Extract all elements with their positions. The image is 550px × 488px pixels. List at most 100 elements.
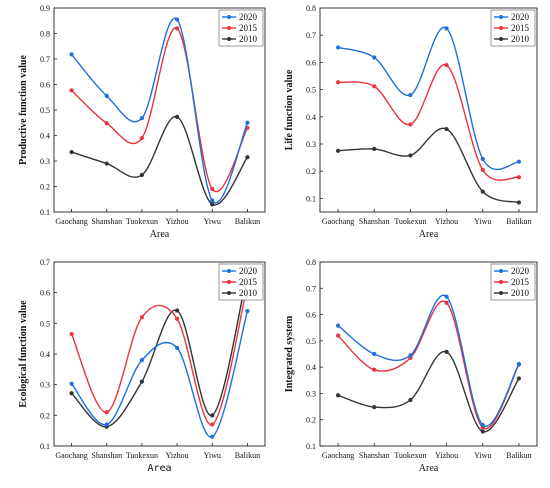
legend-marker-2020 [227,269,231,273]
data-point-2010-Tuokexun [408,397,413,403]
data-point-2010-Yizhou [174,308,180,313]
y-axis-title: Ecological function value [18,300,29,408]
data-point-2020-Yizhou [174,17,180,22]
data-point-2020-Shanshan [372,351,377,357]
x-axis-title: Area [150,229,170,240]
data-point-2015-Yizhou [444,63,449,68]
data-point-2010-Tuokexun [408,153,413,158]
series-line-2020 [71,310,249,438]
legend-label: 2010 [511,34,530,44]
y-tick-label: 0.5 [40,106,50,115]
data-point-2020-Yizhou [174,345,180,350]
data-point-2010-Yiwu [480,189,485,194]
x-tick-label: Tuokexun [126,217,158,226]
data-point-2015-Gaochang [335,80,341,85]
legend-label: 2020 [239,12,258,22]
x-tick-label: Shanshan [91,451,122,460]
data-point-2020-Gaochang [69,381,74,386]
data-point-2010-Gaochang [335,148,341,153]
x-tick-label: Shanshan [91,217,122,226]
series-line-2015 [70,284,249,426]
x-axis-title: Area [419,463,439,474]
y-tick-label: 0.3 [40,157,50,166]
x-axis-title: Area [147,463,171,474]
chart-panel-2: 0.1 0.2 0.3 0.4 0.5 0.6 0.7 0.8 Gaochang Shanshan… [284,4,538,240]
legend-marker-2020 [499,15,503,19]
series-line-2020 [337,294,520,427]
y-tick-label: 0.7 [306,31,316,40]
legend-marker-2015 [227,26,231,30]
plot-frame [319,261,538,447]
legend-label: 2015 [511,23,530,33]
y-tick-label: 0.3 [40,381,50,390]
x-tick-label: Yiwu [204,451,221,460]
data-point-2020-Yiwu [480,156,485,162]
data-point-2010-Yiwu [210,413,215,418]
data-point-2010-Gaochang [69,149,74,155]
data-point-2020-Shanshan [104,422,109,427]
data-point-2020-Yizhou [444,26,449,31]
y-tick-label: 0.5 [40,319,50,328]
y-tick-label: 0.6 [40,289,50,298]
y-tick-label: 0.4 [306,363,316,372]
data-point-2010-Shanshan [372,404,377,410]
data-point-2010-Balikun [516,200,522,205]
legend-label: 2015 [511,277,530,287]
data-point-2010-Yizhou [444,126,449,132]
data-point-2015-Yizhou [174,26,180,31]
data-point-2015-Gaochang [69,88,74,93]
data-point-2020-Tuokexun [408,92,413,98]
y-tick-label: 0.4 [40,132,50,141]
chart-panel-3: 0.1 0.2 0.3 0.4 0.5 0.6 0.7 Gaochang Shanshan Tuo… [18,258,266,474]
data-point-2020-Yiwu [480,422,485,428]
data-point-2020-Yiwu [210,198,215,203]
data-point-2015-Yiwu [210,422,215,427]
y-tick-label: 0.7 [40,258,50,267]
data-point-2015-Shanshan [372,84,377,89]
legend-label: 2010 [511,288,530,298]
x-tick-label: Yizhou [435,217,458,226]
data-point-2020-Balikun [245,120,250,125]
legend-marker-2015 [499,26,503,30]
data-point-2010-Yiwu [480,429,485,434]
y-tick-label: 0.1 [40,442,50,451]
x-tick-label: Yiwu [474,217,491,226]
data-point-2015-Tuokexun [139,135,145,141]
data-point-2020-Balikun [516,361,522,367]
x-tick-label: Shanshan [359,451,390,460]
y-axis-title: Productive function value [18,55,29,165]
y-tick-label: 0.1 [40,208,50,217]
data-point-2020-Tuokexun [139,358,145,363]
x-tick-label: Yiwu [204,217,221,226]
data-point-2020-Balikun [245,308,250,314]
y-tick-label: 0.8 [306,258,316,267]
data-point-2015-Shanshan [372,367,377,372]
x-axis-title: Area [419,229,439,240]
data-point-2010-Yizhou [444,349,449,354]
y-tick-label: 0.6 [40,81,50,90]
legend-marker-2010 [227,37,231,41]
y-tick-label: 0.2 [40,183,50,192]
y-tick-label: 0.1 [306,442,316,451]
data-point-2020-Tuokexun [408,353,413,358]
legend-marker-2015 [227,280,231,284]
legend-label: 2020 [511,12,530,22]
data-point-2020-Gaochang [69,52,74,57]
legend-marker-2010 [499,291,503,295]
y-tick-label: 0.2 [306,416,316,425]
x-tick-label: Gaochang [55,217,87,226]
legend-label: 2010 [239,288,258,298]
data-point-2015-Shanshan [104,410,109,415]
y-tick-label: 0.6 [306,58,316,67]
data-point-2015-Yiwu [480,167,485,172]
data-point-2015-Tuokexun [139,315,145,320]
y-tick-label: 0.5 [306,337,316,346]
data-point-2010-Yizhou [174,114,180,119]
x-tick-label: Balikun [235,451,260,460]
series-line-2015 [337,300,520,430]
x-tick-label: Yizhou [166,217,189,226]
x-tick-label: Gaochang [322,451,354,460]
legend-label: 2015 [239,23,258,33]
legend-label: 2020 [239,266,258,276]
